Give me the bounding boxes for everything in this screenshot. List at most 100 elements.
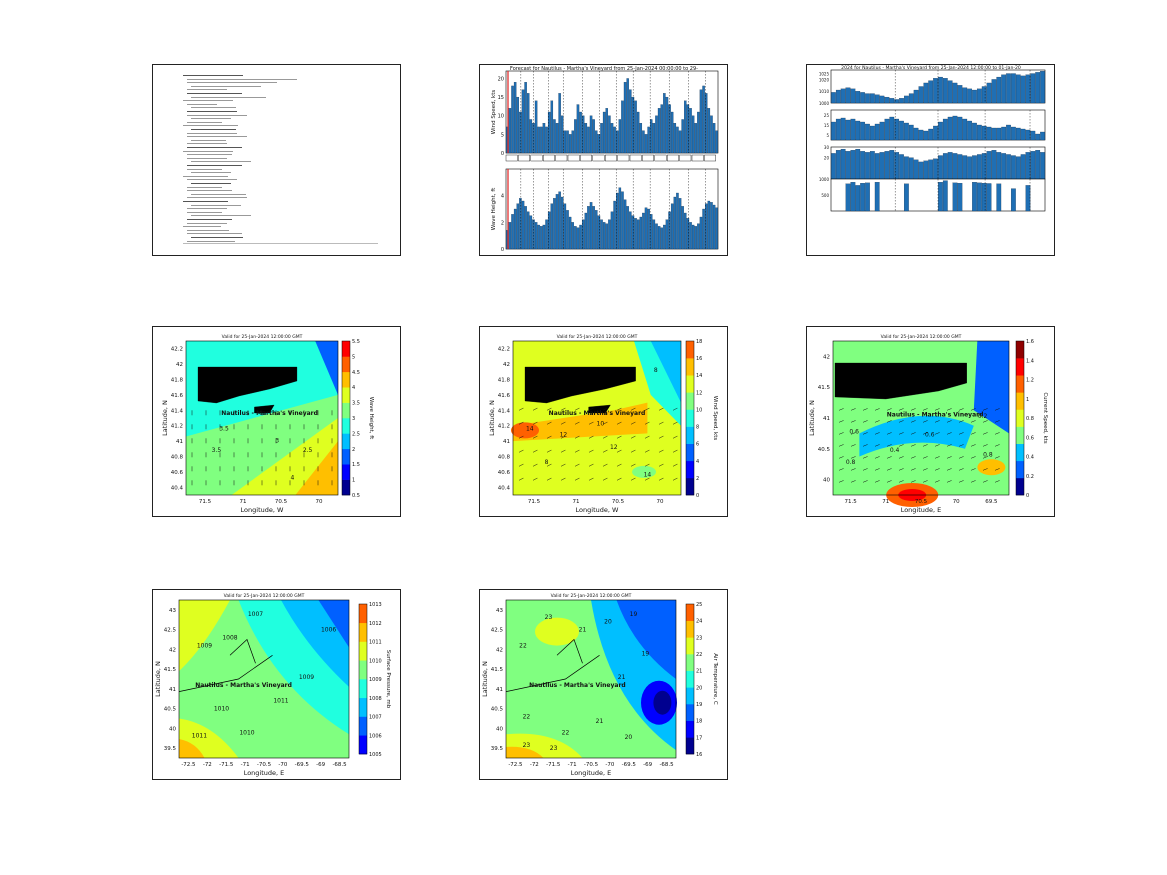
bar: [908, 157, 914, 180]
colorbar-segment: [342, 341, 350, 357]
bar: [865, 123, 870, 141]
bar: [913, 127, 919, 141]
vector-arrow: [658, 421, 664, 425]
colorbar-segment: [686, 637, 694, 655]
colorbar-segment: [686, 704, 694, 721]
x-tick-label: -71: [241, 762, 250, 768]
colorbar-frame: [341, 340, 351, 496]
bar: [835, 118, 841, 141]
bar: [663, 93, 666, 154]
vector-arrow: [518, 463, 524, 467]
wind-wave-forecast-panel: Forecast for Nautilus - Martha's Vineyar…: [479, 64, 728, 256]
vector-arrow: [922, 408, 928, 411]
date-strip: [505, 154, 716, 162]
bar: [689, 108, 692, 154]
y-tick-label: 42.2: [171, 347, 183, 353]
bar: [865, 93, 870, 104]
vector-arrow: [644, 435, 650, 439]
bar: [957, 154, 963, 180]
bar: [616, 192, 619, 250]
bar: [597, 215, 601, 250]
y-tick-label: 42: [176, 362, 183, 368]
contour-label: 1007: [248, 611, 263, 618]
bar: [537, 126, 540, 154]
map-title: Valid for 25-Jan-2024 12:00:00 GMT: [551, 593, 632, 599]
contour-label: 23: [545, 614, 553, 621]
bar: [652, 219, 656, 250]
x-tick-label: -72: [203, 762, 212, 768]
x-tick-label: 71: [573, 499, 580, 505]
vector-arrow: [994, 420, 1000, 423]
bar: [524, 82, 527, 154]
bar: [529, 119, 533, 154]
date-box: [580, 154, 593, 162]
vector-arrow: [994, 432, 1000, 435]
bar: [639, 216, 643, 250]
bar: [981, 125, 987, 141]
bar: [1040, 71, 1045, 104]
colorbar-segment: [359, 735, 367, 755]
coastline: [556, 638, 583, 664]
doc-text-line: [187, 82, 277, 84]
colorbar-tick-label: 1012: [369, 621, 382, 627]
bar: [869, 93, 875, 104]
x-tick-label: -68.5: [659, 762, 674, 768]
bar: [957, 85, 963, 104]
y-tick-label: 41.4: [498, 408, 511, 414]
vector-arrow: [518, 421, 524, 425]
vector-arrow: [874, 420, 880, 423]
vector-arrow: [958, 468, 964, 471]
y-tick-label: 40.5: [818, 447, 831, 453]
bar: [942, 118, 948, 141]
colorbar-tick-label: 18: [696, 339, 702, 345]
bar: [521, 89, 525, 154]
x-tick-label: -69: [643, 762, 652, 768]
bar: [831, 153, 836, 180]
bar: [972, 182, 977, 212]
vector-arrow: [946, 444, 952, 447]
bar: [608, 219, 611, 250]
colorbar-segment: [686, 654, 694, 671]
bar: [519, 111, 522, 154]
bar: [657, 226, 661, 250]
y-tick-label: 41: [169, 687, 176, 693]
contour-fill: [859, 415, 974, 457]
colorbar-tick-label: 5: [352, 354, 355, 360]
contour-label: 22: [523, 714, 531, 721]
bar: [676, 126, 679, 154]
vector-arrow: [838, 420, 844, 423]
bar-subplot: 0 5 10 15 20 Wind Speed, kts: [491, 70, 719, 157]
bar: [553, 119, 556, 154]
bar: [850, 118, 856, 141]
bar: [545, 219, 548, 250]
contour-label: 0.2: [978, 413, 988, 420]
colorbar-segment: [359, 679, 367, 699]
vector-arrow: [910, 444, 916, 447]
y-tick-label: 42.2: [498, 347, 510, 353]
bar-subplot: 30 20: [824, 145, 1046, 180]
x-tick-label: -71: [568, 762, 577, 768]
date-box: [629, 154, 642, 162]
colorbar-tick-label: 1: [352, 478, 355, 484]
y-tick-label: 43: [496, 608, 503, 614]
colorbar-segment: [686, 604, 694, 621]
colorbar-tick-label: 1010: [369, 658, 382, 664]
doc-text-line: [187, 211, 222, 213]
bar: [874, 94, 880, 104]
bar: [952, 182, 958, 212]
bar: [584, 123, 588, 154]
bar: [634, 218, 637, 250]
bar: [660, 104, 663, 154]
contour-label: 8: [654, 367, 658, 374]
contour-label: 23: [523, 742, 531, 749]
colorbar-tick-label: 3: [352, 416, 355, 422]
vector-arrow: [546, 435, 552, 439]
land-mass: [197, 366, 298, 404]
bar: [923, 82, 929, 104]
colorbar-segment: [342, 387, 350, 403]
bar: [899, 154, 904, 180]
colorbar-segment: [342, 371, 350, 388]
vector-arrow: [518, 407, 524, 411]
vector-field: [838, 408, 1000, 483]
bar: [1025, 74, 1031, 104]
